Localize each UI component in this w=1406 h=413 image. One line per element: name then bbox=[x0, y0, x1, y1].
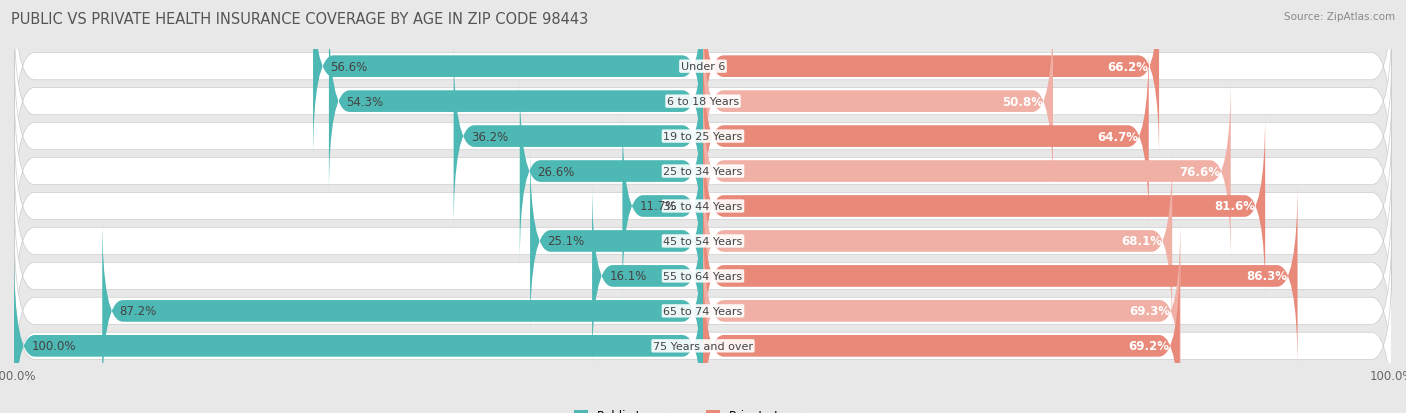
Text: 86.3%: 86.3% bbox=[1246, 270, 1288, 283]
Text: 75 Years and over: 75 Years and over bbox=[652, 341, 754, 351]
FancyBboxPatch shape bbox=[520, 78, 703, 266]
Text: 50.8%: 50.8% bbox=[1001, 95, 1043, 108]
FancyBboxPatch shape bbox=[703, 8, 1053, 196]
Text: 76.6%: 76.6% bbox=[1180, 165, 1220, 178]
Text: 36.2%: 36.2% bbox=[471, 130, 508, 143]
Text: 45 to 54 Years: 45 to 54 Years bbox=[664, 236, 742, 247]
Text: 25 to 34 Years: 25 to 34 Years bbox=[664, 166, 742, 177]
FancyBboxPatch shape bbox=[454, 43, 703, 230]
Text: 35 to 44 Years: 35 to 44 Years bbox=[664, 202, 742, 211]
FancyBboxPatch shape bbox=[703, 43, 1149, 230]
FancyBboxPatch shape bbox=[703, 113, 1265, 300]
FancyBboxPatch shape bbox=[314, 0, 703, 161]
FancyBboxPatch shape bbox=[14, 150, 1392, 332]
FancyBboxPatch shape bbox=[703, 183, 1298, 370]
FancyBboxPatch shape bbox=[703, 0, 1159, 161]
Text: PUBLIC VS PRIVATE HEALTH INSURANCE COVERAGE BY AGE IN ZIP CODE 98443: PUBLIC VS PRIVATE HEALTH INSURANCE COVER… bbox=[11, 12, 589, 27]
FancyBboxPatch shape bbox=[703, 252, 1180, 413]
Text: 100.0%: 100.0% bbox=[31, 339, 76, 352]
Text: 54.3%: 54.3% bbox=[346, 95, 384, 108]
Legend: Public Insurance, Private Insurance: Public Insurance, Private Insurance bbox=[569, 404, 837, 413]
Text: 87.2%: 87.2% bbox=[120, 305, 156, 318]
Text: 11.7%: 11.7% bbox=[640, 200, 678, 213]
Text: 55 to 64 Years: 55 to 64 Years bbox=[664, 271, 742, 281]
FancyBboxPatch shape bbox=[103, 217, 703, 405]
FancyBboxPatch shape bbox=[14, 255, 1392, 413]
FancyBboxPatch shape bbox=[703, 147, 1173, 335]
FancyBboxPatch shape bbox=[14, 81, 1392, 263]
FancyBboxPatch shape bbox=[14, 220, 1392, 402]
Text: 66.2%: 66.2% bbox=[1108, 61, 1149, 74]
FancyBboxPatch shape bbox=[14, 11, 1392, 193]
FancyBboxPatch shape bbox=[703, 78, 1230, 266]
FancyBboxPatch shape bbox=[592, 183, 703, 370]
FancyBboxPatch shape bbox=[530, 147, 703, 335]
FancyBboxPatch shape bbox=[14, 116, 1392, 297]
Text: 81.6%: 81.6% bbox=[1213, 200, 1254, 213]
Text: Source: ZipAtlas.com: Source: ZipAtlas.com bbox=[1284, 12, 1395, 22]
FancyBboxPatch shape bbox=[623, 113, 703, 300]
FancyBboxPatch shape bbox=[14, 0, 1392, 158]
Text: 65 to 74 Years: 65 to 74 Years bbox=[664, 306, 742, 316]
Text: 25.1%: 25.1% bbox=[547, 235, 585, 248]
FancyBboxPatch shape bbox=[14, 185, 1392, 367]
Text: 26.6%: 26.6% bbox=[537, 165, 574, 178]
Text: 56.6%: 56.6% bbox=[330, 61, 367, 74]
Text: 68.1%: 68.1% bbox=[1121, 235, 1161, 248]
FancyBboxPatch shape bbox=[14, 252, 703, 413]
FancyBboxPatch shape bbox=[329, 8, 703, 196]
Text: 69.3%: 69.3% bbox=[1129, 305, 1170, 318]
Text: 16.1%: 16.1% bbox=[609, 270, 647, 283]
Text: 69.2%: 69.2% bbox=[1129, 339, 1170, 352]
Text: 19 to 25 Years: 19 to 25 Years bbox=[664, 132, 742, 142]
FancyBboxPatch shape bbox=[14, 46, 1392, 228]
Text: 64.7%: 64.7% bbox=[1098, 130, 1139, 143]
Text: 6 to 18 Years: 6 to 18 Years bbox=[666, 97, 740, 107]
Text: Under 6: Under 6 bbox=[681, 62, 725, 72]
FancyBboxPatch shape bbox=[703, 217, 1181, 405]
